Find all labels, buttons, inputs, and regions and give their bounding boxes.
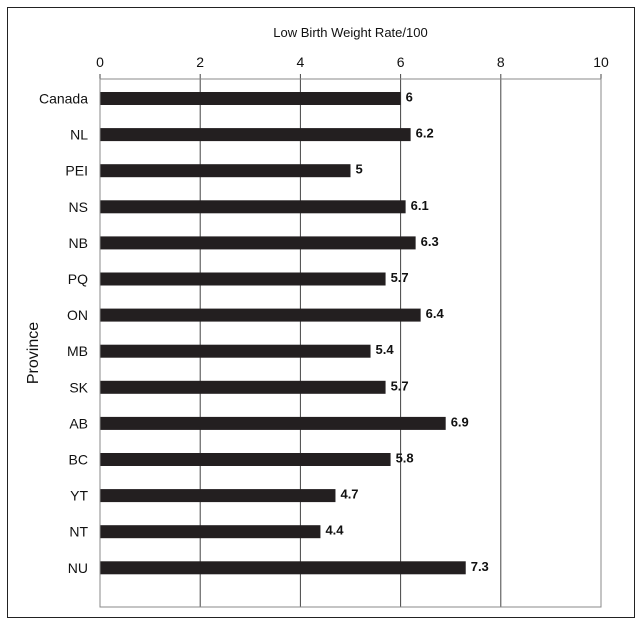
data-label: 4.7 bbox=[340, 487, 358, 502]
data-label: 6 bbox=[406, 90, 413, 105]
category-label: Canada bbox=[39, 91, 88, 107]
data-label: 5.4 bbox=[376, 342, 395, 357]
category-labels: Canada NL PEI NS NB PQ ON MB SK AB BC YT NT NU bbox=[39, 91, 89, 576]
bars bbox=[100, 92, 466, 575]
category-label: NS bbox=[69, 199, 88, 215]
data-label: 6.2 bbox=[416, 126, 434, 141]
bar bbox=[100, 489, 336, 503]
category-label: ON bbox=[67, 307, 88, 323]
bar bbox=[100, 164, 351, 178]
bar bbox=[100, 416, 446, 430]
data-label: 5 bbox=[356, 162, 363, 177]
bar bbox=[100, 128, 411, 142]
data-label: 5.7 bbox=[391, 378, 409, 393]
category-label: AB bbox=[69, 415, 88, 431]
data-label: 6.4 bbox=[426, 306, 445, 321]
category-label: PEI bbox=[65, 163, 88, 179]
value-labels: 6 6.2 5 6.1 6.3 5.7 6.4 5.4 5.7 6.9 5.8 4.7 4.4 7.3 bbox=[325, 90, 488, 574]
bar bbox=[100, 380, 386, 394]
x-tick-label: 4 bbox=[297, 54, 305, 70]
bar bbox=[100, 92, 401, 105]
data-label: 5.8 bbox=[396, 451, 414, 466]
x-tick-label: 8 bbox=[497, 54, 505, 70]
category-label: BC bbox=[69, 452, 88, 468]
bar bbox=[100, 344, 371, 358]
category-label: MB bbox=[67, 343, 88, 359]
bar bbox=[100, 200, 406, 214]
data-label: 5.7 bbox=[391, 270, 409, 285]
x-tick-label: 10 bbox=[593, 54, 609, 70]
bar bbox=[100, 561, 466, 575]
x-axis-ticks: 0 2 4 6 8 10 bbox=[96, 54, 609, 79]
data-label: 6.3 bbox=[421, 234, 439, 249]
plot-area bbox=[99, 78, 602, 608]
x-axis-title: Low Birth Weight Rate/100 bbox=[273, 25, 427, 40]
data-label: 6.1 bbox=[411, 198, 429, 213]
x-tick-label: 0 bbox=[96, 54, 104, 70]
category-label: PQ bbox=[68, 271, 88, 287]
bar bbox=[100, 308, 421, 322]
data-label: 4.4 bbox=[325, 523, 344, 538]
bar bbox=[100, 236, 416, 250]
category-label: NB bbox=[69, 235, 88, 251]
data-label: 6.9 bbox=[451, 414, 469, 429]
bar bbox=[100, 272, 386, 286]
category-label: NT bbox=[69, 524, 88, 540]
x-tick-label: 2 bbox=[196, 54, 204, 70]
y-axis-title: Province bbox=[25, 322, 42, 384]
data-label: 7.3 bbox=[471, 559, 489, 574]
category-label: NU bbox=[68, 560, 88, 576]
category-label: YT bbox=[70, 488, 88, 504]
bar bbox=[100, 453, 391, 466]
category-label: NL bbox=[70, 127, 88, 143]
x-tick-label: 6 bbox=[397, 54, 405, 70]
category-label: SK bbox=[69, 379, 88, 395]
bar bbox=[100, 525, 321, 539]
